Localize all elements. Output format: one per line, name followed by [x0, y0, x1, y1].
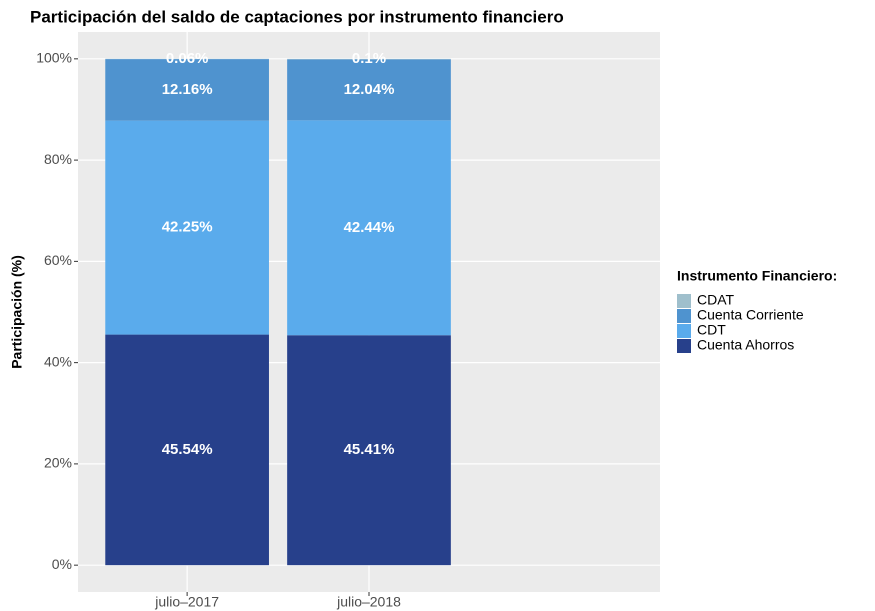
value-label: 0.1%	[352, 50, 386, 67]
bar-segment	[287, 58, 451, 60]
legend-key	[677, 309, 691, 323]
value-label: 42.25%	[162, 219, 213, 236]
value-label: 45.54%	[162, 441, 213, 458]
value-label: 45.41%	[344, 441, 395, 458]
bar-segment	[105, 59, 269, 121]
bar-segment	[287, 59, 451, 121]
y-tick-label: 100%	[36, 50, 72, 66]
bar-segment	[105, 334, 269, 566]
y-tick-label: 20%	[44, 455, 72, 471]
y-tick-label: 0%	[52, 556, 72, 572]
legend-label: Cuenta Corriente	[697, 307, 804, 323]
x-tick-label: julio–2018	[336, 594, 401, 610]
value-label: 12.04%	[344, 81, 395, 98]
bar-segment	[105, 120, 269, 335]
y-tick-label: 60%	[44, 252, 72, 268]
bar-segment	[287, 335, 451, 566]
bar-segment	[287, 120, 451, 336]
legend-key	[677, 294, 691, 308]
legend-label: CDAT	[697, 292, 735, 308]
y-axis-title: Participación (%)	[9, 255, 25, 369]
y-tick-label: 40%	[44, 353, 72, 369]
legend-key	[677, 339, 691, 353]
value-label: 12.16%	[162, 81, 213, 98]
value-label: 0.06%	[166, 50, 209, 67]
legend-label: Cuenta Ahorros	[697, 337, 794, 353]
value-label: 42.44%	[344, 219, 395, 236]
legend-title: Instrumento Financiero:	[677, 268, 837, 284]
x-tick-label: julio–2017	[154, 594, 219, 610]
legend-label: CDT	[697, 322, 726, 338]
y-tick-label: 80%	[44, 151, 72, 167]
chart-title: Participación del saldo de captaciones p…	[30, 7, 564, 26]
legend-key	[677, 324, 691, 338]
